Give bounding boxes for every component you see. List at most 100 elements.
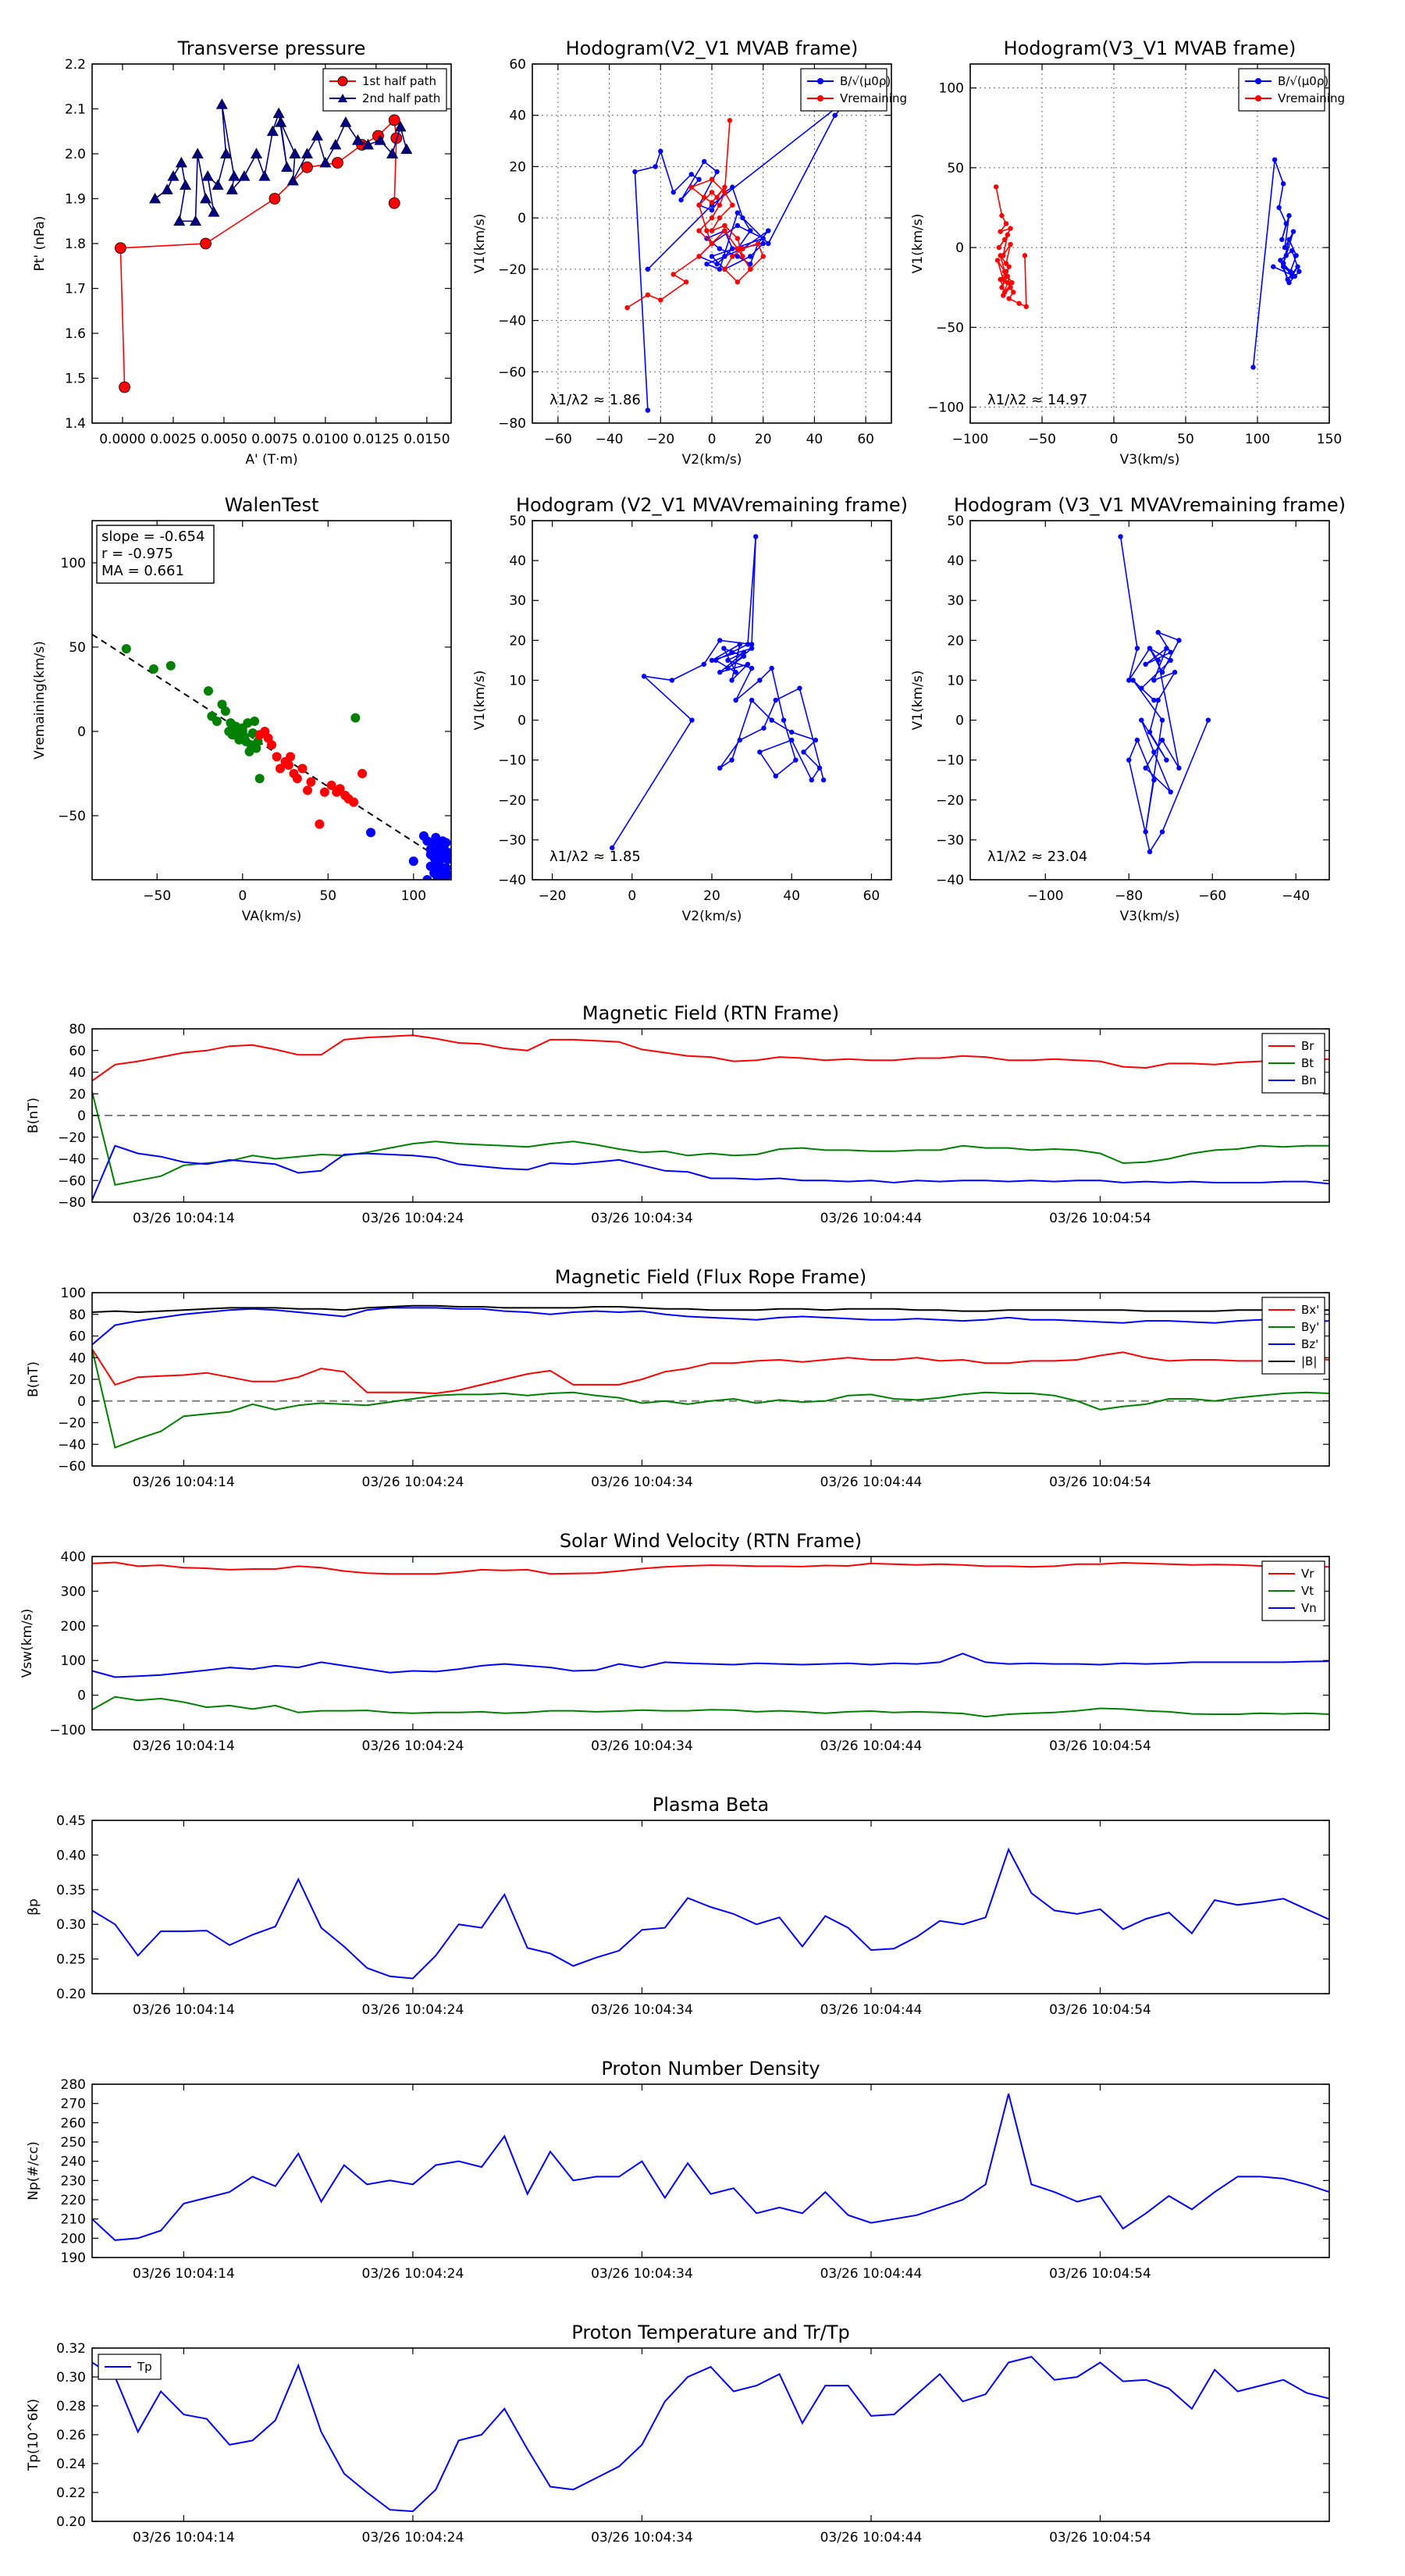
data-point xyxy=(745,642,751,647)
data-point xyxy=(1003,269,1009,274)
data-point xyxy=(740,246,745,251)
y-tick-label: 0.26 xyxy=(56,2428,86,2443)
series-line-np xyxy=(92,2094,1329,2241)
x-tick-label: 0.0075 xyxy=(251,432,297,447)
data-point xyxy=(444,848,451,858)
y-tick-label: 0 xyxy=(518,211,526,226)
data-point xyxy=(1016,301,1022,306)
legend: B/√(μ0ρ) Vremaining xyxy=(800,68,907,112)
y-tick-label: −20 xyxy=(58,1130,86,1146)
data-point xyxy=(1008,241,1013,247)
data-point xyxy=(713,657,719,664)
data-point xyxy=(760,240,766,247)
data-point xyxy=(1176,765,1182,771)
data-point xyxy=(1290,229,1297,234)
stats-line: MA = 0.661 xyxy=(101,563,184,579)
data-point xyxy=(266,125,279,137)
legend-marker xyxy=(817,78,823,84)
data-point xyxy=(191,148,204,158)
data-point xyxy=(717,670,723,675)
data-point xyxy=(816,765,823,771)
y-tick-label: 40 xyxy=(947,553,964,569)
data-point xyxy=(1168,789,1173,795)
data-point xyxy=(388,197,400,209)
data-point xyxy=(350,713,361,723)
legend-label: Tp xyxy=(137,2360,152,2374)
ratio-annotation: λ1/λ2 ≈ 1.85 xyxy=(550,849,641,865)
data-point xyxy=(709,240,715,247)
x-tick-label: 03/26 10:04:44 xyxy=(820,1211,923,1226)
data-point xyxy=(998,253,1003,258)
data-point xyxy=(441,838,451,848)
data-point xyxy=(994,258,1001,263)
x-tick-label: 03/26 10:04:34 xyxy=(591,1211,693,1226)
y-tick-label: 10 xyxy=(509,673,526,688)
data-point xyxy=(735,246,741,251)
data-point xyxy=(311,130,323,141)
y-tick-label: 50 xyxy=(947,514,964,529)
data-point xyxy=(1008,285,1013,290)
data-point xyxy=(390,132,403,144)
data-point xyxy=(1134,737,1140,743)
data-point xyxy=(200,237,212,250)
y-tick-label: −40 xyxy=(58,1152,86,1168)
y-tick-label: −60 xyxy=(58,1459,86,1475)
data-point xyxy=(1130,678,1136,683)
data-point xyxy=(351,134,364,145)
legend-label: |B| xyxy=(1301,1354,1317,1368)
data-point xyxy=(315,819,325,829)
y-tick-label: 100 xyxy=(61,1286,86,1301)
y-tick-label: −40 xyxy=(936,873,964,888)
legend: Bx' By' Bz' |B| xyxy=(1261,1297,1325,1375)
data-point xyxy=(701,661,706,667)
x-tick-label: 60 xyxy=(857,432,874,447)
data-point xyxy=(301,148,313,158)
y-axis-label: V1(km/s) xyxy=(472,214,488,274)
series-line-p xyxy=(92,1847,1329,1980)
data-point xyxy=(740,254,745,259)
data-point xyxy=(749,665,755,671)
x-tick-label: 60 xyxy=(863,888,880,904)
y-tick-label: 400 xyxy=(61,1550,86,1565)
data-point xyxy=(227,730,237,740)
y-tick-label: 250 xyxy=(61,2135,86,2151)
legend-label: 1st half path xyxy=(362,74,436,88)
legend-label: B/√(μ0ρ) xyxy=(1278,74,1329,88)
y-tick-label: 0.35 xyxy=(56,1883,86,1898)
chart-title: Magnetic Field (RTN Frame) xyxy=(582,1002,839,1024)
legend-label: 2nd half path xyxy=(362,91,440,105)
data-point xyxy=(748,262,753,267)
data-point xyxy=(319,156,332,168)
y-tick-label: −10 xyxy=(936,753,964,769)
x-tick-label: 03/26 10:04:44 xyxy=(820,2530,923,2546)
x-tick-label: 03/26 10:04:34 xyxy=(591,1475,693,1490)
series-line-vr xyxy=(92,1561,1329,1575)
data-point xyxy=(1022,253,1028,258)
data-point xyxy=(745,661,751,667)
x-tick-label: −40 xyxy=(596,432,624,447)
data-point xyxy=(1151,697,1157,703)
data-point xyxy=(748,266,753,272)
y-tick-label: 0 xyxy=(77,1688,86,1704)
plot-area xyxy=(92,1034,1329,1201)
data-point xyxy=(766,228,771,233)
data-point xyxy=(737,642,742,647)
data-point xyxy=(696,176,702,183)
series-line-blue xyxy=(611,536,824,849)
data-point xyxy=(709,657,715,664)
data-point xyxy=(237,726,247,736)
data-point xyxy=(215,98,228,109)
panel-beta: 03/26 10:04:14 03/26 10:04:24 03/26 10:04:… xyxy=(26,1794,1330,2018)
data-point xyxy=(275,763,285,774)
y-tick-label: 0.45 xyxy=(56,1813,86,1829)
y-tick-label: 0.25 xyxy=(56,1952,86,1968)
y-tick-label: −20 xyxy=(936,793,964,809)
data-point xyxy=(688,184,694,190)
y-tick-label: 1.9 xyxy=(65,192,86,208)
data-point xyxy=(760,236,766,241)
data-point xyxy=(704,228,710,233)
y-tick-label: 100 xyxy=(939,81,964,97)
data-point xyxy=(701,158,707,165)
legend-box xyxy=(1238,68,1325,112)
data-point xyxy=(669,678,675,683)
